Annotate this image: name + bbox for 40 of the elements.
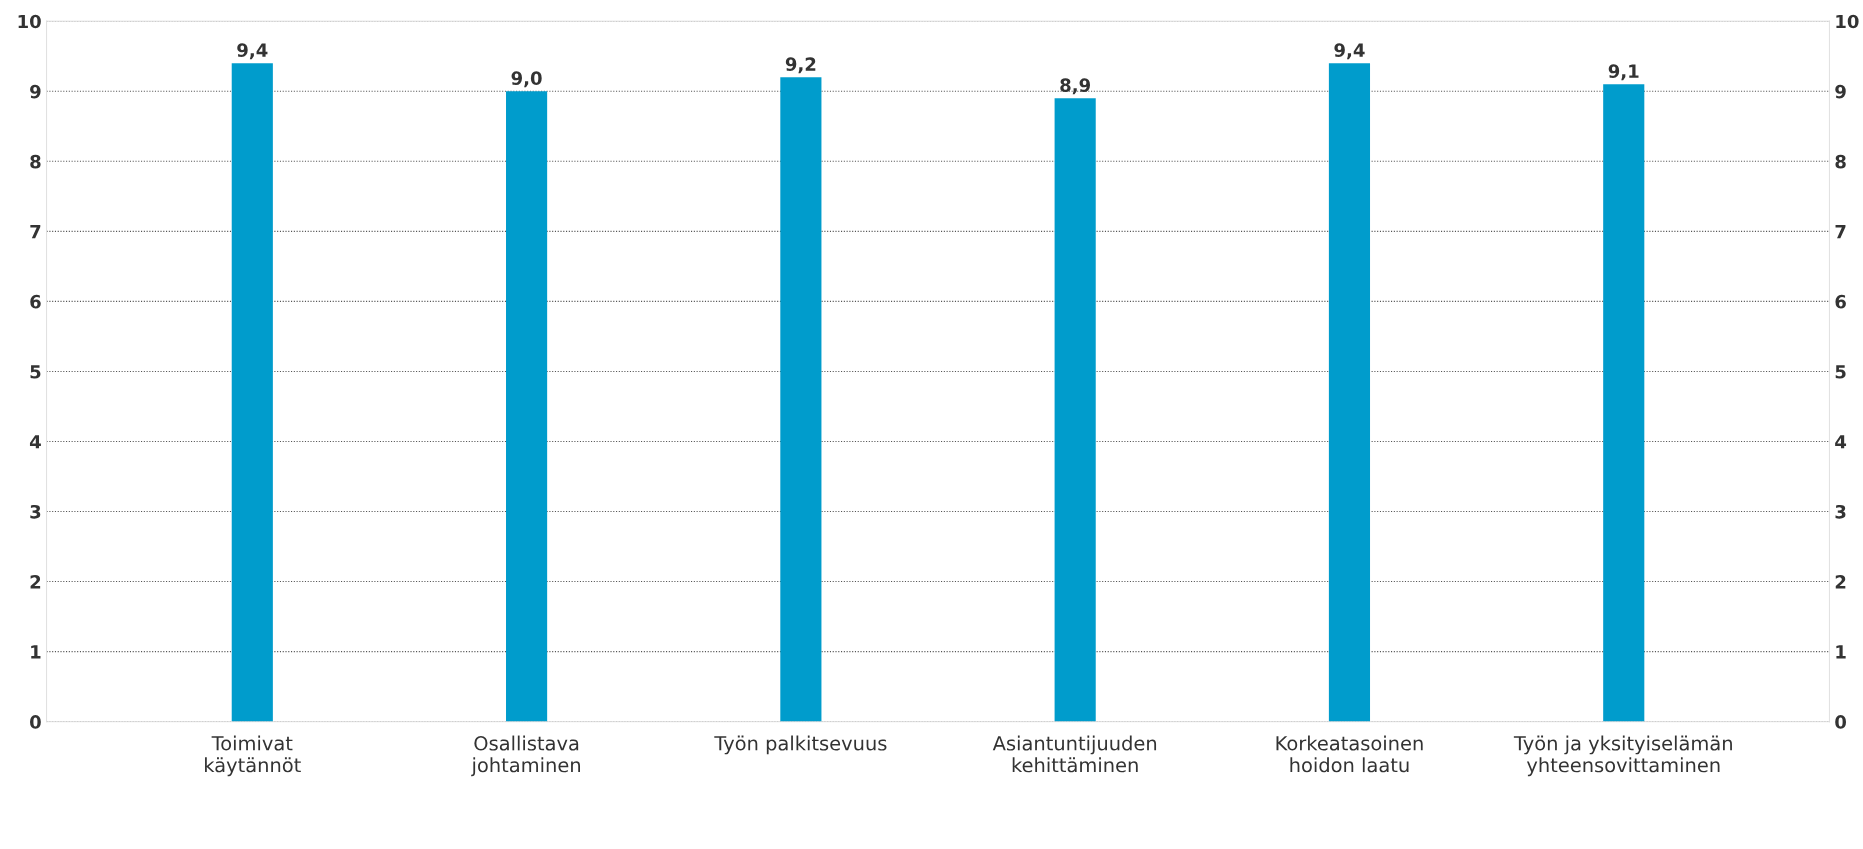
data-label: 9,1 xyxy=(1608,64,1639,81)
y2-tick-label: 2 xyxy=(1835,575,1846,589)
bar xyxy=(1054,98,1096,722)
y2-tick-label: 10 xyxy=(1836,14,1859,29)
y2-tick-label: 7 xyxy=(1835,225,1846,239)
y-tick-label: 8 xyxy=(30,154,41,169)
y2-tick-label: 6 xyxy=(1835,294,1846,309)
y2-tick-label: 1 xyxy=(1836,645,1846,659)
y-tick-label: 9 xyxy=(30,84,41,99)
x-tick-label: Toimivat käytännöt xyxy=(205,735,301,777)
x-tick-label: Työn ja yksityiselämän yhteensovittaminen xyxy=(1513,735,1732,777)
bar xyxy=(231,63,273,722)
y-tick-label: 3 xyxy=(30,504,41,519)
x-tick-label: Asiantuntijuuden kehittäminen xyxy=(992,735,1157,773)
bar xyxy=(1603,84,1645,722)
y2-tick-label: 3 xyxy=(1835,504,1846,519)
y2-tick-label: 0 xyxy=(1835,715,1847,729)
y-tick-label: 7 xyxy=(30,225,41,239)
data-label: 9,0 xyxy=(511,71,542,88)
y2-tick-label: 4 xyxy=(1835,435,1847,449)
y-tick-label: 6 xyxy=(30,294,41,309)
y-tick-label: 1 xyxy=(31,645,41,659)
y-tick-label: 4 xyxy=(29,435,41,449)
x-tick-label: Osallistava johtaminen xyxy=(471,735,580,777)
x-tick-label: Korkeatasoinen hoidon laatu xyxy=(1276,735,1423,773)
data-label: 9,4 xyxy=(237,43,268,60)
y2-tick-label: 8 xyxy=(1835,154,1846,169)
bar xyxy=(506,91,548,722)
y-tick-label: 2 xyxy=(30,575,41,589)
y-tick-label: 0 xyxy=(30,715,41,729)
bar xyxy=(1328,63,1371,722)
x-tick-label: Työn palkitsevuus xyxy=(714,735,887,755)
y-tick-label: 10 xyxy=(18,14,41,29)
y2-tick-label: 5 xyxy=(1835,365,1846,379)
y-tick-label: 5 xyxy=(30,365,41,379)
data-label: 8,9 xyxy=(1060,78,1091,95)
y2-tick-label: 9 xyxy=(1835,84,1846,99)
data-label: 9,2 xyxy=(785,57,816,74)
bar xyxy=(780,77,822,722)
data-label: 9,4 xyxy=(1334,43,1365,60)
